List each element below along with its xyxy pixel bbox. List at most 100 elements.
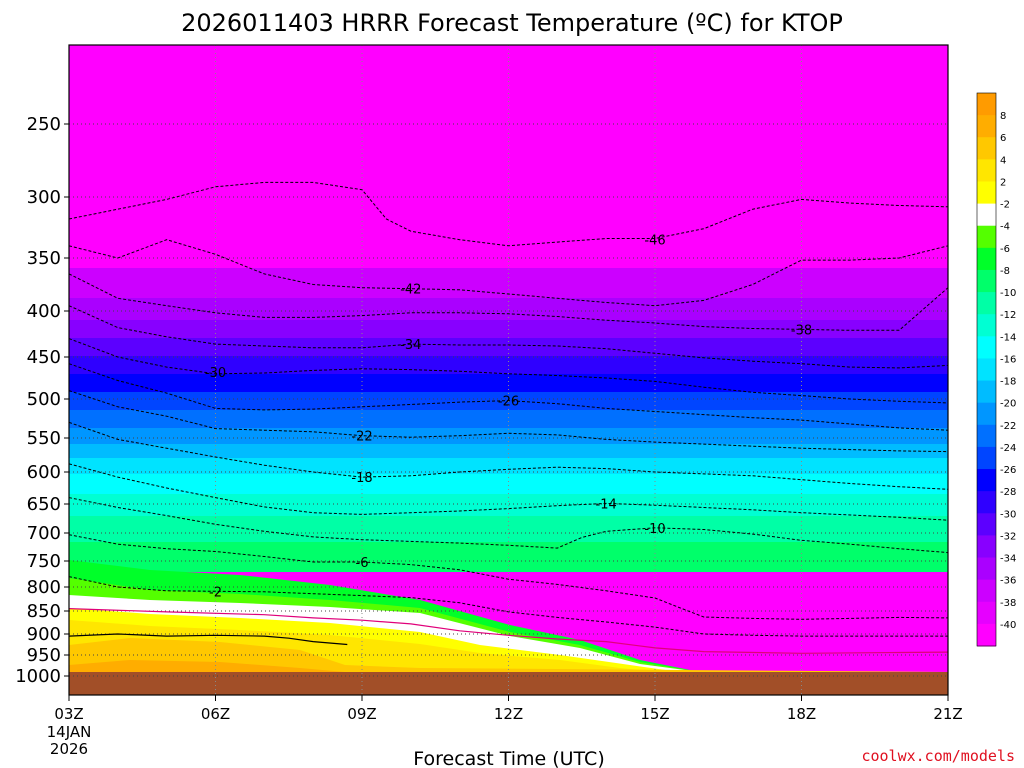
x-tick-label: 21Z: [933, 705, 962, 723]
x-axis-label: Forecast Time (UTC): [413, 748, 604, 768]
y-tick-label: 600: [27, 462, 61, 483]
colorbar-label: 4: [1000, 155, 1006, 166]
isotherm-minus-22: [69, 390, 948, 453]
colorbar-label: -30: [1000, 509, 1016, 520]
x-axis: 03Z 06Z 09Z 12Z 15Z 18Z 21Z: [54, 695, 963, 723]
contour-label: -2: [209, 585, 222, 600]
colorbar-swatch: [977, 314, 996, 337]
y-tick-label: 300: [27, 187, 61, 208]
band-minus-14: [69, 474, 948, 494]
colorbar-label: -8: [1000, 266, 1010, 277]
x-tick-label: 09Z: [347, 705, 376, 723]
colorbar-label: -36: [1000, 576, 1016, 587]
horizontal-gridlines: [69, 123, 948, 677]
isotherm-minus-10: [69, 497, 948, 554]
isotherm-minus-42: [69, 239, 948, 307]
y-tick-label: 750: [27, 551, 61, 572]
colorbar: 8 6 4 2 -2 -4 -6 -8 -10 -12 -14 -16 -18 -20 -22 -24 -26 -…: [976, 92, 1016, 647]
colorbar-label: -28: [1000, 487, 1016, 498]
colorbar-label: -12: [1000, 310, 1016, 321]
colorbar-swatch: [977, 336, 996, 359]
colorbar-swatch: [977, 247, 996, 271]
y-tick-label: 250: [27, 114, 61, 135]
colorbar-label: -6: [1000, 244, 1010, 255]
plot-area: -46 -42 -38 -34 -30 -26 -22 -18 -14 -10 -6 -2: [69, 45, 948, 695]
colorbar-swatch: [977, 424, 996, 448]
colorbar-swatch: [977, 491, 996, 514]
band-minus-34: [69, 338, 948, 356]
isotherm-minus-34: [69, 305, 948, 369]
colorbar-label: -18: [1000, 377, 1016, 388]
colorbar-label: -2: [1000, 200, 1010, 211]
colorbar-label: -38: [1000, 598, 1016, 609]
isotherm-minus-26: [69, 363, 948, 431]
contour-label: -38: [791, 323, 812, 338]
isotherm-minus-2: [69, 576, 948, 637]
colorbar-label: -26: [1000, 465, 1016, 476]
band-minus-28: [69, 374, 948, 392]
band-minus-24: [69, 410, 948, 428]
y-tick-label: 800: [27, 577, 61, 598]
x-tick-label: 12Z: [494, 705, 523, 723]
isotherm-2: [69, 633, 348, 646]
colorbar-swatch: [977, 115, 996, 138]
colorbar-label: -24: [1000, 443, 1016, 454]
colorbar-label: 2: [1000, 177, 1006, 188]
y-tick-label: 1000: [15, 666, 61, 687]
colorbar-swatch: [977, 203, 996, 227]
chart-title: 2026011403 HRRR Forecast Temperature (ºC…: [181, 9, 843, 37]
colorbar-swatch: [977, 225, 996, 249]
colorbar-label: 6: [1000, 133, 1006, 144]
colorbar-label: -32: [1000, 531, 1016, 542]
ground-layer: [69, 672, 948, 695]
colorbar-swatch: [977, 402, 996, 426]
colorbar-swatch: [977, 446, 996, 470]
x-tick-label: 15Z: [640, 705, 669, 723]
contour-label: -42: [400, 283, 421, 298]
colorbar-frame: [976, 92, 997, 647]
y-tick-label: 650: [27, 494, 61, 515]
contour-label: -26: [498, 395, 519, 410]
contour-label: -46: [644, 234, 665, 249]
y-tick-label: 400: [27, 301, 61, 322]
colorbar-swatch: [977, 269, 996, 293]
colorbar-label: -40: [1000, 620, 1016, 631]
band-minus-22: [69, 428, 948, 444]
y-tick-label: 450: [27, 347, 61, 368]
colorbar-label: -14: [1000, 332, 1016, 343]
y-tick-label: 350: [27, 248, 61, 269]
isotherm-minus-30: [69, 338, 948, 404]
x-tick-label: 03Z: [54, 705, 83, 723]
contour-label: -10: [644, 522, 665, 537]
colorbar-swatch: [977, 358, 996, 382]
colorbar-label: -10: [1000, 288, 1016, 299]
contour-label: -6: [356, 556, 369, 571]
y-tick-label: 900: [27, 624, 61, 645]
colorbar-swatch: [977, 623, 996, 647]
colorbar-label: -34: [1000, 554, 1016, 565]
colorbar-label: 8: [1000, 111, 1006, 122]
contour-label: -30: [205, 366, 226, 381]
colorbar-swatch: [977, 292, 996, 315]
colorbar-swatch: [977, 380, 996, 404]
colorbar-swatch: [977, 137, 996, 160]
y-tick-label: 700: [27, 523, 61, 544]
y-tick-label: 550: [27, 428, 61, 449]
contour-label: -14: [596, 497, 617, 512]
y-tick-label: 850: [27, 601, 61, 622]
colorbar-label: -20: [1000, 399, 1016, 410]
x-date-line2: 2026: [50, 740, 88, 758]
isotherm-minus-46: [69, 181, 948, 247]
x-tick-label: 18Z: [787, 705, 816, 723]
x-tick-label: 06Z: [201, 705, 230, 723]
isotherm-minus-6: [69, 534, 948, 620]
isotherm-0: [69, 608, 948, 654]
contour-label: -22: [351, 430, 372, 445]
colorbar-swatch: [977, 601, 996, 625]
colorbar-label: -16: [1000, 354, 1016, 365]
colorbar-swatch: [977, 159, 996, 182]
colorbar-swatch: [977, 535, 996, 559]
isotherm-minus-38: [69, 273, 948, 331]
contour-label: -34: [400, 338, 421, 353]
